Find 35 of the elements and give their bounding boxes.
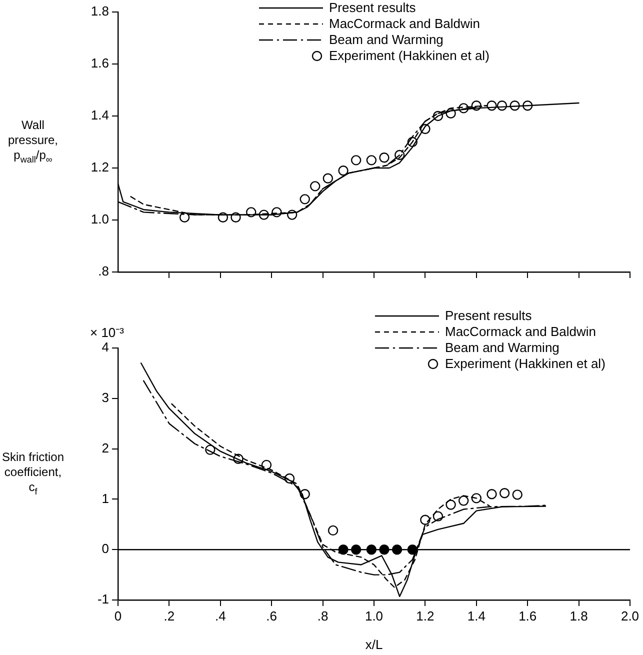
y-tick-label: 1 <box>102 490 109 506</box>
y-tick-label: 3 <box>102 390 109 405</box>
y-tick-label: 1.4 <box>90 108 109 123</box>
y-axis-title: Skin friction coefficient, c$_{f}$ <box>0 450 66 498</box>
x-tick-label: 1.4 <box>467 608 486 624</box>
legend-label: MacCormack and Baldwin <box>445 324 596 340</box>
x-tick-label: .2 <box>164 608 175 624</box>
legend-label: Beam and Warming <box>329 32 444 48</box>
y-tick-label: 1.8 <box>90 4 109 19</box>
y-tick-label: 1.6 <box>90 56 109 71</box>
legend-label: Experiment (Hakkinen et al) <box>329 48 490 64</box>
x-tick-label: .8 <box>317 608 328 624</box>
x-tick-label: 1.2 <box>416 608 434 624</box>
y-axis-title: Wall pressure, p$_{wall}$/p$_{∞}$ <box>6 118 60 166</box>
legend-label: Experiment (Hakkinen et al) <box>445 356 606 372</box>
x-tick-label: .6 <box>266 608 278 624</box>
y-tick-label: 4 <box>102 340 109 355</box>
x-tick-label: 1.8 <box>570 608 588 624</box>
y-tick-label: 0 <box>102 541 109 556</box>
x-tick-label: 1.0 <box>364 608 384 624</box>
y-tick-label: -1 <box>97 592 109 607</box>
y-tick-label: 1.0 <box>90 212 109 227</box>
x-tick-label: 2.0 <box>620 608 640 624</box>
legend-label: Present results <box>329 0 416 16</box>
x-tick-label: 1.6 <box>518 608 537 624</box>
x-tick-label: 0 <box>114 608 122 624</box>
x-axis-title: x/L <box>365 636 383 652</box>
y-tick-label: .8 <box>98 264 109 279</box>
legend-label: Beam and Warming <box>445 340 560 356</box>
x-tick-label: .4 <box>214 608 226 624</box>
legend-label: MacCormack and Baldwin <box>329 16 480 32</box>
y-tick-label: 1.2 <box>90 160 109 175</box>
text: × 10⁻³ <box>90 325 125 340</box>
legend-label: Present results <box>445 308 532 324</box>
y-tick-label: 2 <box>102 440 109 456</box>
